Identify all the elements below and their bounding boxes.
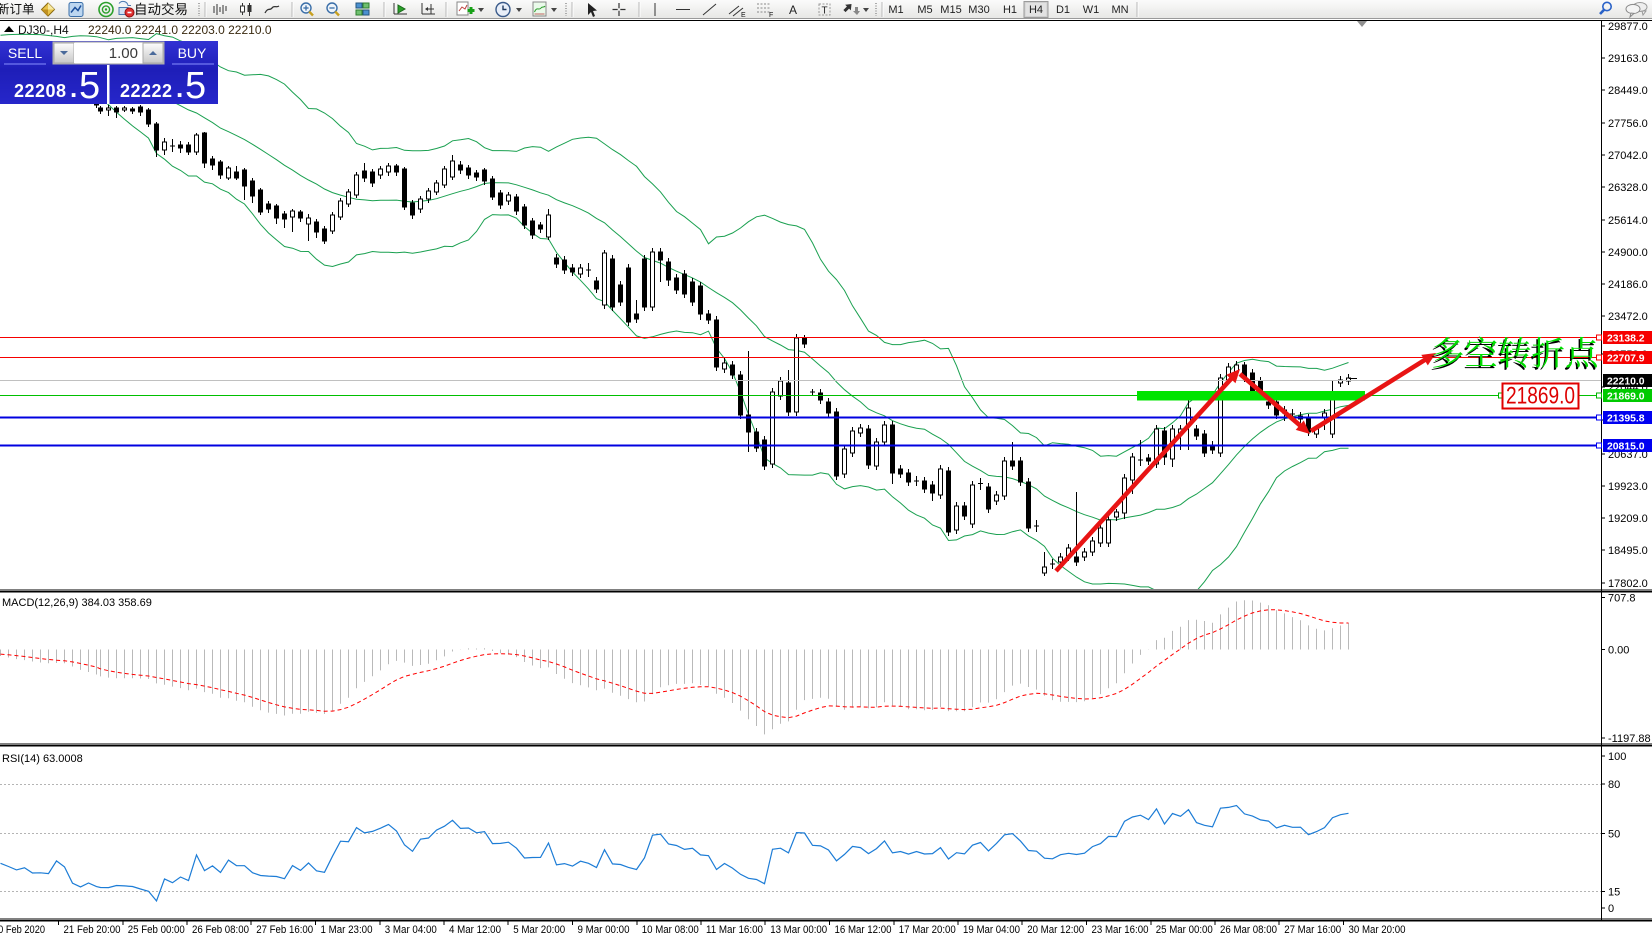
svg-text:D1: D1	[1056, 4, 1070, 16]
svg-text:21395.8: 21395.8	[1607, 414, 1645, 425]
svg-text:22707.9: 22707.9	[1607, 354, 1645, 365]
svg-text:17802.0: 17802.0	[1608, 578, 1648, 590]
svg-text:16 Mar 12:00: 16 Mar 12:00	[835, 924, 892, 936]
svg-text:H1: H1	[1003, 4, 1017, 16]
svg-text:1.00: 1.00	[109, 45, 138, 62]
svg-text:F: F	[769, 12, 773, 19]
svg-text:30 Mar 20:00: 30 Mar 20:00	[1349, 924, 1406, 936]
svg-text:27 Feb 16:00: 27 Feb 16:00	[256, 924, 313, 936]
svg-text:22222: 22222	[120, 81, 173, 101]
svg-text:24186.0: 24186.0	[1608, 279, 1648, 291]
svg-text:24900.0: 24900.0	[1608, 247, 1648, 259]
svg-text:20 Mar 12:00: 20 Mar 12:00	[1027, 924, 1084, 936]
svg-text:0.00: 0.00	[1608, 645, 1629, 657]
svg-text:21869.0: 21869.0	[1506, 383, 1575, 410]
svg-text:M5: M5	[917, 4, 932, 16]
svg-text:26328.0: 26328.0	[1608, 182, 1648, 194]
svg-text:13 Mar 00:00: 13 Mar 00:00	[770, 924, 827, 936]
svg-text:19923.0: 19923.0	[1608, 481, 1648, 493]
svg-text:E: E	[741, 12, 746, 19]
svg-text:W1: W1	[1083, 4, 1100, 16]
svg-text:H4: H4	[1029, 4, 1043, 16]
svg-text:23138.2: 23138.2	[1607, 334, 1645, 345]
svg-text:17 Mar 20:00: 17 Mar 20:00	[899, 924, 956, 936]
svg-text:19 Mar 04:00: 19 Mar 04:00	[963, 924, 1020, 936]
svg-text:80: 80	[1608, 779, 1620, 791]
svg-text:27756.0: 27756.0	[1608, 118, 1648, 130]
svg-text:20 Feb 2020: 20 Feb 2020	[0, 924, 45, 936]
svg-text:25 Mar 00:00: 25 Mar 00:00	[1156, 924, 1213, 936]
svg-text:18495.0: 18495.0	[1608, 545, 1648, 557]
svg-text:SELL: SELL	[8, 45, 42, 61]
svg-text:10 Mar 08:00: 10 Mar 08:00	[642, 924, 699, 936]
svg-text:9 Mar 00:00: 9 Mar 00:00	[578, 924, 630, 936]
svg-text:29163.0: 29163.0	[1608, 53, 1648, 65]
svg-text:5 Mar 20:00: 5 Mar 20:00	[513, 924, 565, 936]
svg-text:25 Feb 00:00: 25 Feb 00:00	[128, 924, 185, 936]
svg-text:M1: M1	[888, 4, 903, 16]
svg-text:3 Mar 04:00: 3 Mar 04:00	[385, 924, 437, 936]
svg-text:BUY: BUY	[178, 45, 207, 61]
svg-text:RSI(14) 63.0008: RSI(14) 63.0008	[2, 753, 83, 765]
svg-text:M30: M30	[968, 4, 989, 16]
svg-text:22240.0 22241.0 22203.0 22210.: 22240.0 22241.0 22203.0 22210.0	[88, 23, 272, 37]
svg-text:19209.0: 19209.0	[1608, 513, 1648, 525]
svg-text:100: 100	[1608, 751, 1626, 763]
svg-text:DJ30-,H4: DJ30-,H4	[18, 23, 69, 37]
svg-text:50: 50	[1608, 829, 1620, 841]
svg-text:26 Feb 08:00: 26 Feb 08:00	[192, 924, 249, 936]
svg-text:707.8: 707.8	[1608, 592, 1636, 604]
svg-text:MACD(12,26,9) 384.03 358.69: MACD(12,26,9) 384.03 358.69	[2, 597, 152, 609]
svg-text:21869.0: 21869.0	[1607, 392, 1645, 403]
svg-text:5: 5	[185, 65, 206, 107]
svg-text:15: 15	[1608, 887, 1620, 899]
svg-text:23 Mar 16:00: 23 Mar 16:00	[1092, 924, 1149, 936]
svg-text:.: .	[176, 73, 183, 103]
svg-text:1 Mar 23:00: 1 Mar 23:00	[321, 924, 373, 936]
svg-text:.: .	[70, 73, 77, 103]
svg-text:21 Feb 20:00: 21 Feb 20:00	[64, 924, 121, 936]
svg-text:A: A	[789, 3, 797, 17]
svg-text:27 Mar 16:00: 27 Mar 16:00	[1284, 924, 1341, 936]
svg-text:4 Mar 12:00: 4 Mar 12:00	[449, 924, 501, 936]
svg-text:0: 0	[1608, 903, 1614, 915]
svg-text:M15: M15	[940, 4, 961, 16]
svg-text:28449.0: 28449.0	[1608, 85, 1648, 97]
svg-text:11 Mar 16:00: 11 Mar 16:00	[706, 924, 763, 936]
svg-text:MN: MN	[1111, 4, 1128, 16]
svg-text:29877.0: 29877.0	[1608, 21, 1648, 33]
svg-text:20815.0: 20815.0	[1607, 442, 1645, 453]
svg-text:T: T	[822, 6, 828, 17]
svg-text:22210.0: 22210.0	[1607, 377, 1645, 388]
svg-text:22208: 22208	[14, 81, 67, 101]
svg-text:23472.0: 23472.0	[1608, 311, 1648, 323]
svg-text:26 Mar 08:00: 26 Mar 08:00	[1220, 924, 1277, 936]
svg-text:27042.0: 27042.0	[1608, 150, 1648, 162]
svg-text:-1197.88: -1197.88	[1608, 733, 1651, 745]
svg-text:5: 5	[79, 65, 100, 107]
svg-text:25614.0: 25614.0	[1608, 215, 1648, 227]
